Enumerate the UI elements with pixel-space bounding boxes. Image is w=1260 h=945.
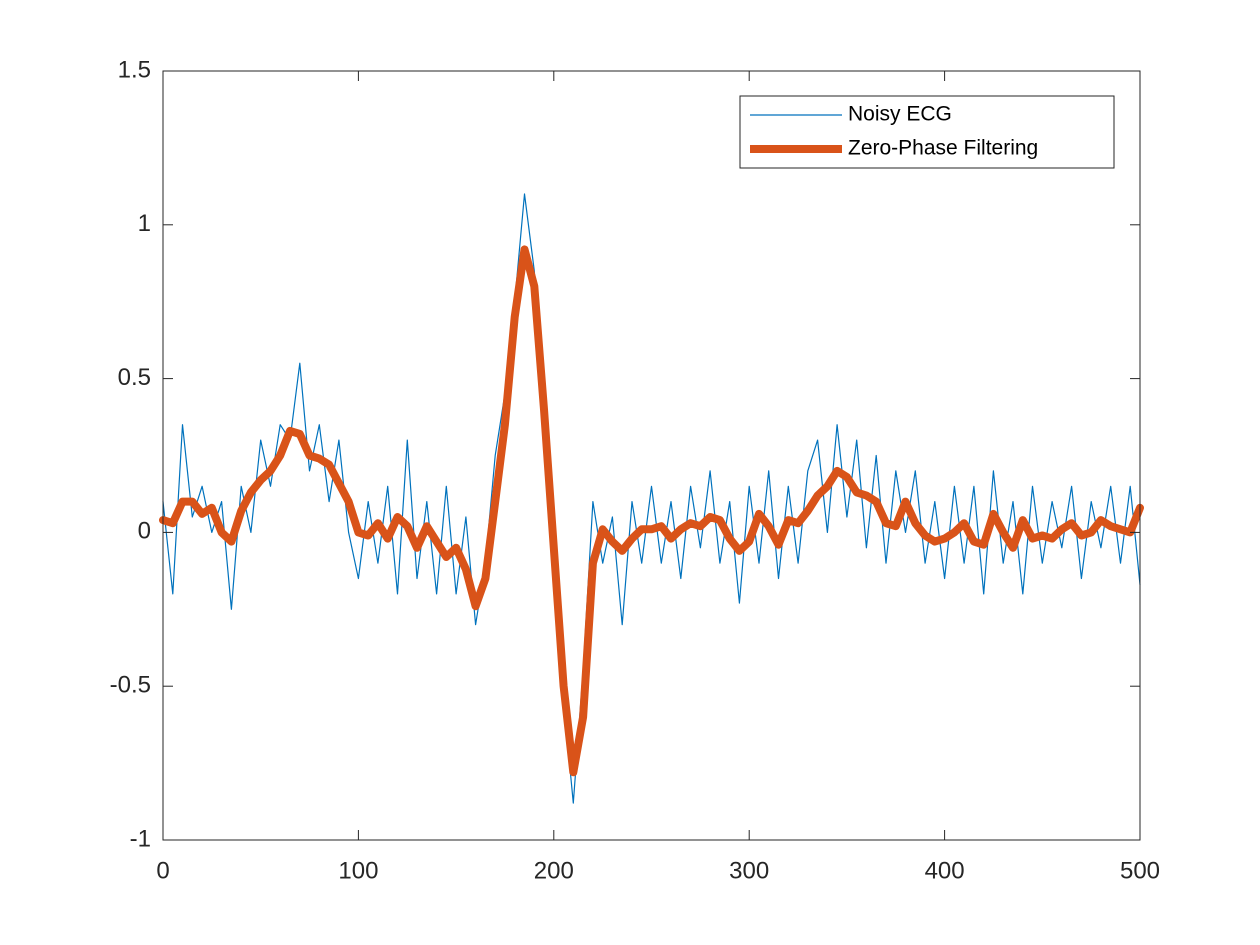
x-tick-label: 100 [338,857,378,884]
legend-label: Zero-Phase Filtering [848,137,1038,160]
x-tick-label: 200 [534,857,574,884]
x-tick-label: 300 [729,857,769,884]
plot-area [163,71,1140,840]
x-tick-label: 500 [1120,857,1160,884]
y-tick-label: -1 [130,825,151,852]
axes-frame [162,70,1141,841]
y-tick-label: 0.5 [118,364,151,391]
series-line [159,245,1144,777]
y-tick-label: 1 [138,210,151,237]
y-tick-label: -0.5 [110,672,151,699]
y-tick-label: 1.5 [118,56,151,83]
x-tick-label: 400 [925,857,965,884]
y-tick-label: 0 [138,518,151,545]
legend-box [739,95,1115,169]
legend-label: Noisy ECG [848,103,952,126]
series-line [162,193,1141,804]
x-tick-label: 0 [156,857,169,884]
